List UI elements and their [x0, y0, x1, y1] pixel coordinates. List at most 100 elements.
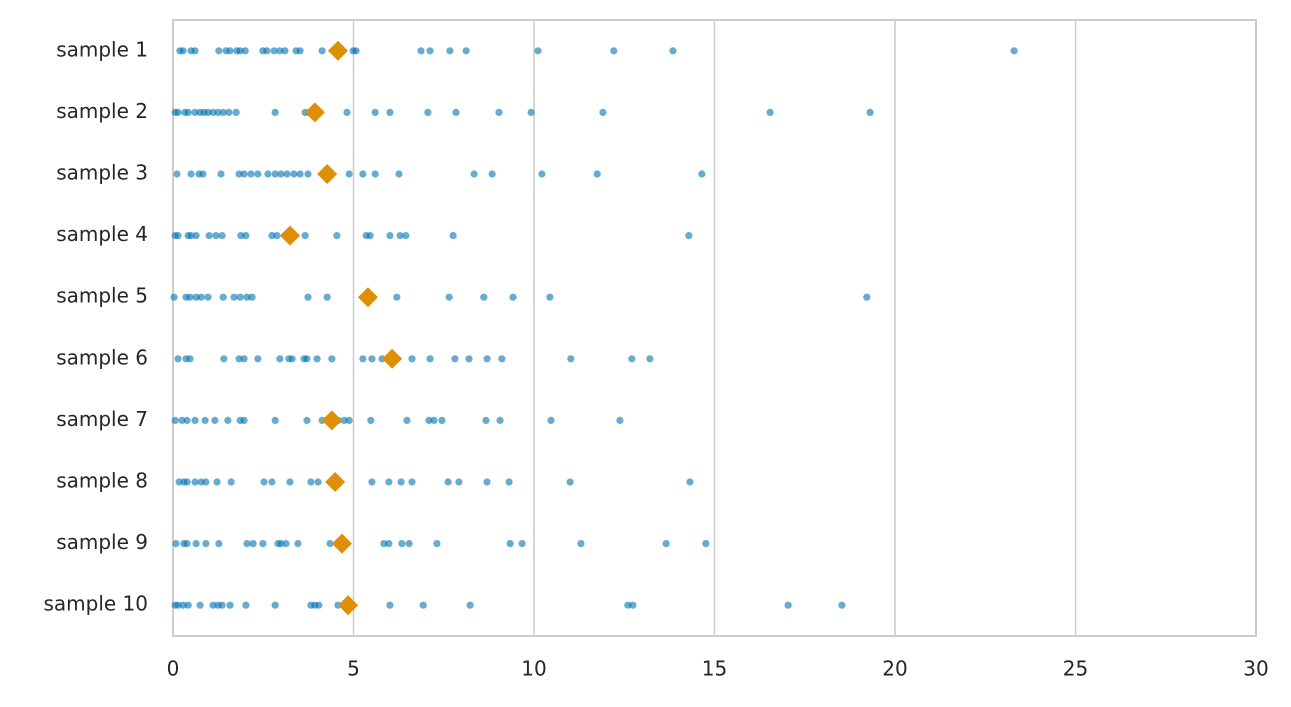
point	[192, 293, 200, 301]
point	[191, 47, 199, 55]
mean-marker	[327, 40, 348, 61]
point	[343, 108, 351, 116]
mean-marker	[357, 287, 378, 308]
point	[863, 293, 871, 301]
point	[294, 540, 302, 548]
point	[268, 478, 276, 486]
point	[276, 47, 284, 55]
point	[270, 47, 278, 55]
point	[378, 355, 386, 363]
point	[385, 540, 393, 548]
y-tick-label: sample 6	[56, 345, 148, 369]
point	[243, 293, 251, 301]
point	[629, 601, 637, 609]
point	[296, 47, 304, 55]
point	[271, 416, 279, 424]
point	[417, 47, 425, 55]
point	[371, 170, 379, 178]
point	[254, 355, 262, 363]
point	[567, 355, 575, 363]
point	[340, 416, 348, 424]
point	[230, 293, 238, 301]
point	[426, 47, 434, 55]
point	[498, 355, 506, 363]
point	[197, 293, 205, 301]
x-tick-label: 0	[167, 657, 180, 681]
point	[480, 293, 488, 301]
x-tick-label: 10	[521, 657, 546, 681]
point	[366, 232, 374, 240]
point	[455, 478, 463, 486]
point	[201, 416, 209, 424]
point	[433, 540, 441, 548]
point	[174, 601, 182, 609]
point	[249, 540, 257, 548]
point	[277, 170, 285, 178]
point	[403, 416, 411, 424]
point	[219, 293, 227, 301]
point	[191, 478, 199, 486]
point	[204, 108, 212, 116]
mean-marker	[382, 348, 403, 369]
point	[247, 170, 255, 178]
point	[191, 416, 199, 424]
point	[254, 170, 262, 178]
point	[470, 170, 478, 178]
x-tick-label: 30	[1243, 657, 1268, 681]
point	[303, 355, 311, 363]
point	[628, 355, 636, 363]
point	[236, 293, 244, 301]
point	[202, 478, 210, 486]
point	[191, 108, 199, 116]
point	[367, 416, 375, 424]
point	[184, 108, 192, 116]
point	[241, 47, 249, 55]
point	[242, 232, 250, 240]
point	[1010, 47, 1018, 55]
point	[784, 601, 792, 609]
point	[495, 108, 503, 116]
mean-marker	[317, 164, 338, 184]
point	[271, 601, 279, 609]
point	[209, 108, 217, 116]
point	[183, 416, 191, 424]
point	[179, 47, 187, 55]
point	[268, 232, 276, 240]
point	[202, 540, 210, 548]
point	[393, 293, 401, 301]
point	[227, 478, 235, 486]
point	[386, 601, 394, 609]
point	[766, 108, 774, 116]
point	[449, 232, 457, 240]
point	[610, 47, 618, 55]
point	[462, 47, 470, 55]
point	[209, 601, 217, 609]
point	[496, 416, 504, 424]
x-tick-label: 20	[882, 657, 907, 681]
point	[352, 47, 360, 55]
point	[183, 540, 191, 548]
point	[220, 355, 228, 363]
point	[438, 416, 446, 424]
y-tick-label: sample 10	[43, 592, 148, 616]
y-tick-label: sample 8	[56, 469, 148, 493]
mean-marker	[304, 102, 325, 123]
point	[359, 170, 367, 178]
point	[282, 540, 290, 548]
point	[226, 601, 234, 609]
x-tick-label: 5	[347, 657, 360, 681]
point	[186, 355, 194, 363]
point	[178, 416, 186, 424]
point	[402, 232, 410, 240]
point	[242, 601, 250, 609]
point	[328, 355, 336, 363]
point	[318, 47, 326, 55]
point	[286, 478, 294, 486]
point	[236, 47, 244, 55]
x-tick-label: 15	[702, 657, 727, 681]
point	[483, 478, 491, 486]
x-tick-label: 25	[1063, 657, 1088, 681]
point	[225, 108, 233, 116]
point	[405, 540, 413, 548]
point	[212, 232, 220, 240]
